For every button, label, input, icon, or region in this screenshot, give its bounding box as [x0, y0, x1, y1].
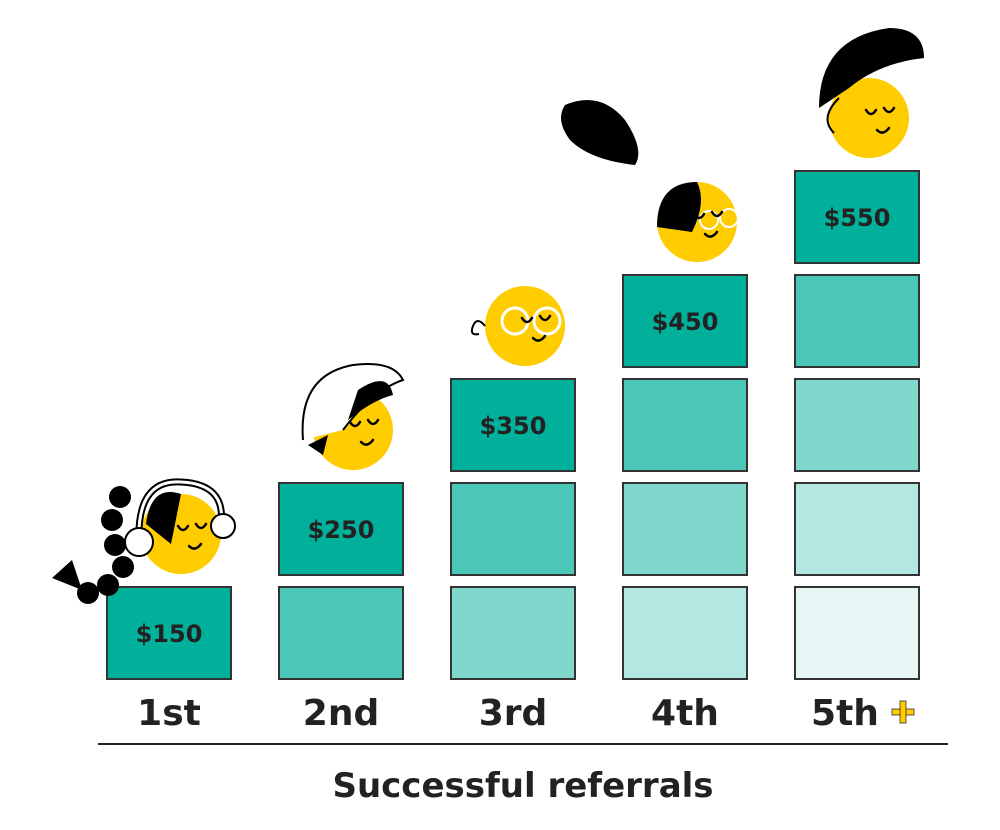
blocks: $150 $250 $350 $450 $550: [106, 170, 920, 680]
bar-block: [278, 586, 404, 680]
face-cap-icon: [301, 363, 405, 470]
category-label: 4th: [651, 693, 719, 734]
value-label: $150: [136, 620, 203, 648]
value-label: $250: [308, 516, 375, 544]
x-axis-title: Successful referrals: [332, 766, 713, 806]
face-headphones-braid-icon: [52, 478, 236, 604]
bar-block: [794, 378, 920, 472]
face-big-hair-icon: [819, 28, 924, 158]
value-label: $350: [480, 412, 547, 440]
category-labels: 1st 2nd 3rd 4th 5th: [137, 693, 915, 734]
plus-icon: [891, 700, 915, 724]
bar-top-block: [794, 170, 920, 264]
bar-top-block: [106, 586, 232, 680]
bar-block: [450, 586, 576, 680]
bar-top-block: [450, 378, 576, 472]
category-label: 5th: [811, 693, 879, 734]
face-hair-bun-icon: [561, 100, 739, 262]
faces: [52, 28, 924, 604]
bar-block: [622, 482, 748, 576]
category-label: 2nd: [303, 693, 379, 734]
bar-block: [794, 482, 920, 576]
bar-block: [622, 586, 748, 680]
bar-top-block: [622, 274, 748, 368]
value-label: $450: [652, 308, 719, 336]
face-glasses-icon: [470, 286, 565, 366]
category-label: 1st: [137, 693, 201, 734]
category-label: 3rd: [479, 693, 548, 734]
bar-block: [794, 274, 920, 368]
bar-block: [450, 482, 576, 576]
bar-top-block: [278, 482, 404, 576]
value-label: $550: [824, 204, 891, 232]
bar-block: [794, 586, 920, 680]
bar-block: [622, 378, 748, 472]
